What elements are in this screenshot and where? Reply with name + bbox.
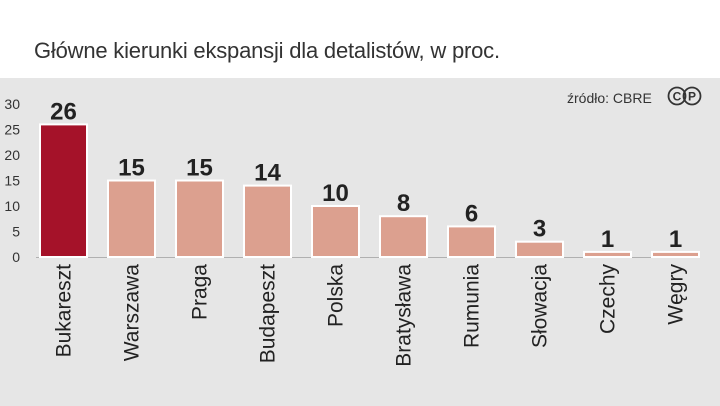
x-tick-label: Warszawa <box>121 264 144 362</box>
y-tick-label: 15 <box>4 173 20 189</box>
bar <box>39 123 88 259</box>
bar-value-label: 8 <box>397 190 410 217</box>
bar-value-label: 15 <box>118 155 145 182</box>
logo-letter-p: P <box>688 90 696 104</box>
logo-letter-c: C <box>673 90 682 104</box>
x-tick-label: Bratysława <box>393 264 416 367</box>
bar-value-label: 6 <box>465 200 478 227</box>
x-tick-label: Rumunia <box>461 264 484 348</box>
x-tick-label: Bukareszt <box>53 264 76 358</box>
bar-value-label: 10 <box>322 180 349 207</box>
y-tick-label: 25 <box>4 122 20 138</box>
bar-value-label: 15 <box>186 155 213 182</box>
x-tick-label: Budapeszt <box>257 264 280 363</box>
bar <box>379 215 428 258</box>
x-tick-label: Praga <box>189 264 212 320</box>
x-tick-label: Czechy <box>597 264 620 335</box>
y-tick-label: 0 <box>12 249 20 265</box>
y-tick-label: 10 <box>4 198 20 214</box>
y-tick-label: 30 <box>4 96 20 112</box>
x-tick-label: Węgry <box>665 264 688 325</box>
bar <box>107 179 156 258</box>
x-tick-label: Słowacja <box>529 264 552 348</box>
bar <box>515 240 564 258</box>
x-tick-label: Polska <box>325 264 348 327</box>
bar <box>651 250 700 258</box>
bar <box>243 184 292 259</box>
y-tick-label: 5 <box>12 224 20 240</box>
source-note: źródło: CBRE <box>567 90 652 106</box>
bar-value-label: 3 <box>533 216 546 243</box>
bar <box>583 250 632 258</box>
bar <box>175 179 224 258</box>
cp-logo-icon: C P <box>667 86 702 106</box>
bar-value-label: 14 <box>254 160 281 187</box>
bar-value-label: 1 <box>601 226 614 253</box>
bar <box>447 225 496 258</box>
bar-value-label: 26 <box>50 98 77 125</box>
chart-title: Główne kierunki ekspansji dla detalistów… <box>34 38 500 63</box>
bar-value-label: 1 <box>669 226 682 253</box>
bar <box>311 205 360 258</box>
y-tick-label: 20 <box>4 147 20 163</box>
